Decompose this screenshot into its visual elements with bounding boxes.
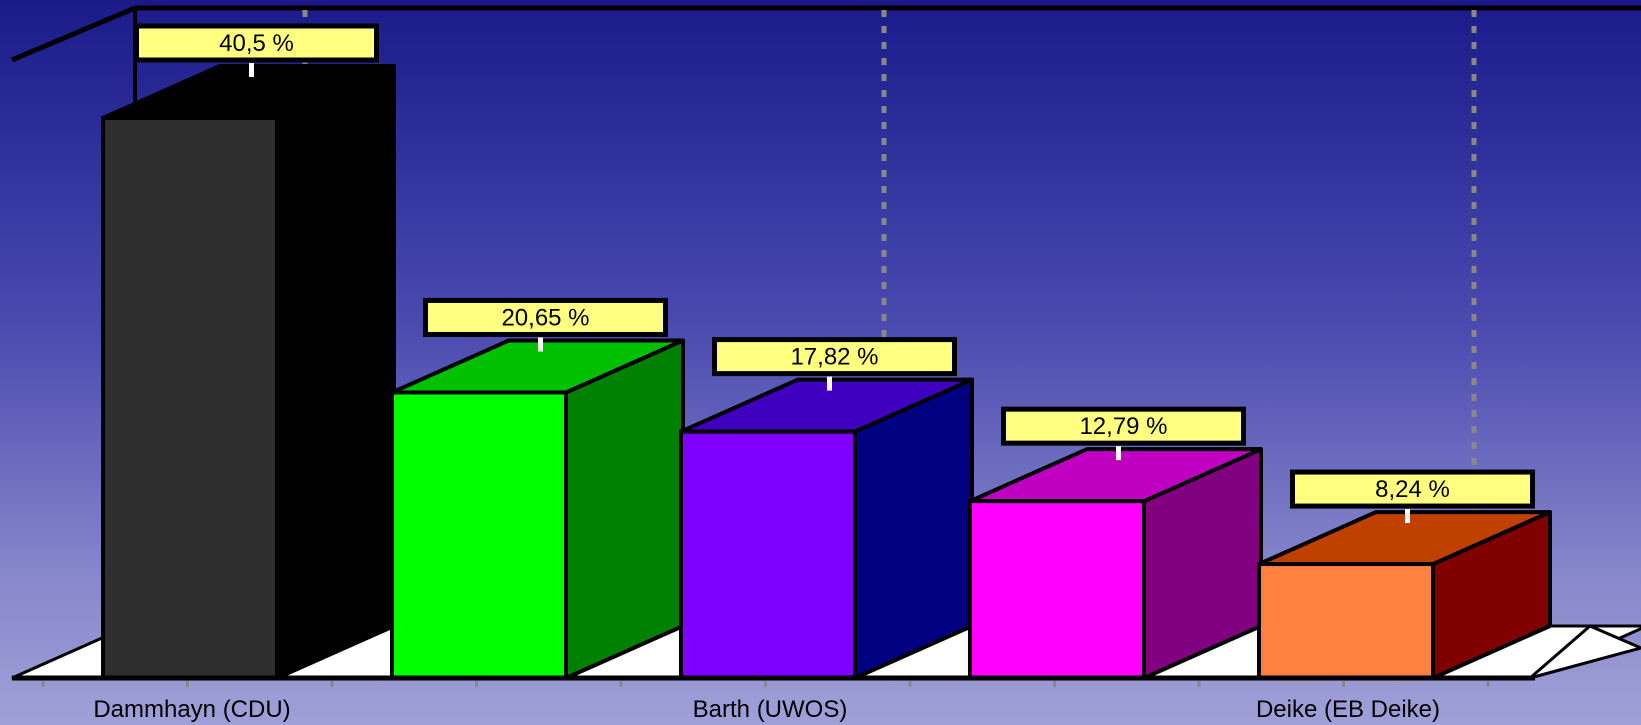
x-tick-label-1: Dammhayn (CDU) bbox=[93, 696, 290, 723]
value-label-2: 20,65 % bbox=[423, 297, 668, 352]
value-label-box-5 bbox=[1290, 469, 1535, 509]
value-label-box-4 bbox=[1001, 406, 1246, 446]
x-tick-label-3: Barth (UWOS) bbox=[693, 696, 848, 723]
value-label-3: 17,82 % bbox=[712, 337, 957, 391]
floor-segment-end bbox=[1529, 624, 1641, 680]
value-labels: 40,5 % 20,65 % 17,82 % 12,79 % 8,24 % bbox=[134, 23, 1535, 524]
value-label-text-2: 20,65 % bbox=[501, 304, 589, 331]
bar-side-2 bbox=[564, 338, 685, 680]
value-label-box-3 bbox=[712, 337, 957, 377]
value-label-5: 8,24 % bbox=[1290, 469, 1535, 524]
value-label-1: 40,5 % bbox=[134, 23, 379, 77]
x-axis: Dammhayn (CDU) Barth (UWOS) Deike (EB Deik… bbox=[12, 675, 1535, 723]
bar-front-3 bbox=[679, 429, 857, 680]
value-label-box-2 bbox=[423, 297, 668, 337]
frame-top-left-edge bbox=[11, 5, 136, 63]
bar-front-1 bbox=[101, 116, 279, 680]
bar-5 bbox=[1257, 510, 1552, 681]
bar-2 bbox=[390, 338, 685, 680]
value-label-text-4: 12,79 % bbox=[1079, 413, 1167, 440]
bar-4 bbox=[968, 447, 1263, 680]
bar-front-4 bbox=[968, 499, 1146, 680]
value-label-text-3: 17,82 % bbox=[790, 344, 878, 371]
value-label-text-1: 40,5 % bbox=[219, 30, 294, 57]
bars bbox=[101, 64, 1552, 681]
bar-front-5 bbox=[1257, 562, 1435, 681]
value-label-text-5: 8,24 % bbox=[1375, 476, 1450, 503]
value-label-box-1 bbox=[134, 23, 379, 63]
bar-1 bbox=[101, 64, 396, 680]
bar-3 bbox=[679, 377, 974, 680]
bar-side-1 bbox=[275, 64, 396, 680]
value-label-4: 12,79 % bbox=[1001, 406, 1246, 461]
bar-front-2 bbox=[390, 390, 568, 680]
x-tick-label-5: Deike (EB Deike) bbox=[1256, 696, 1440, 723]
